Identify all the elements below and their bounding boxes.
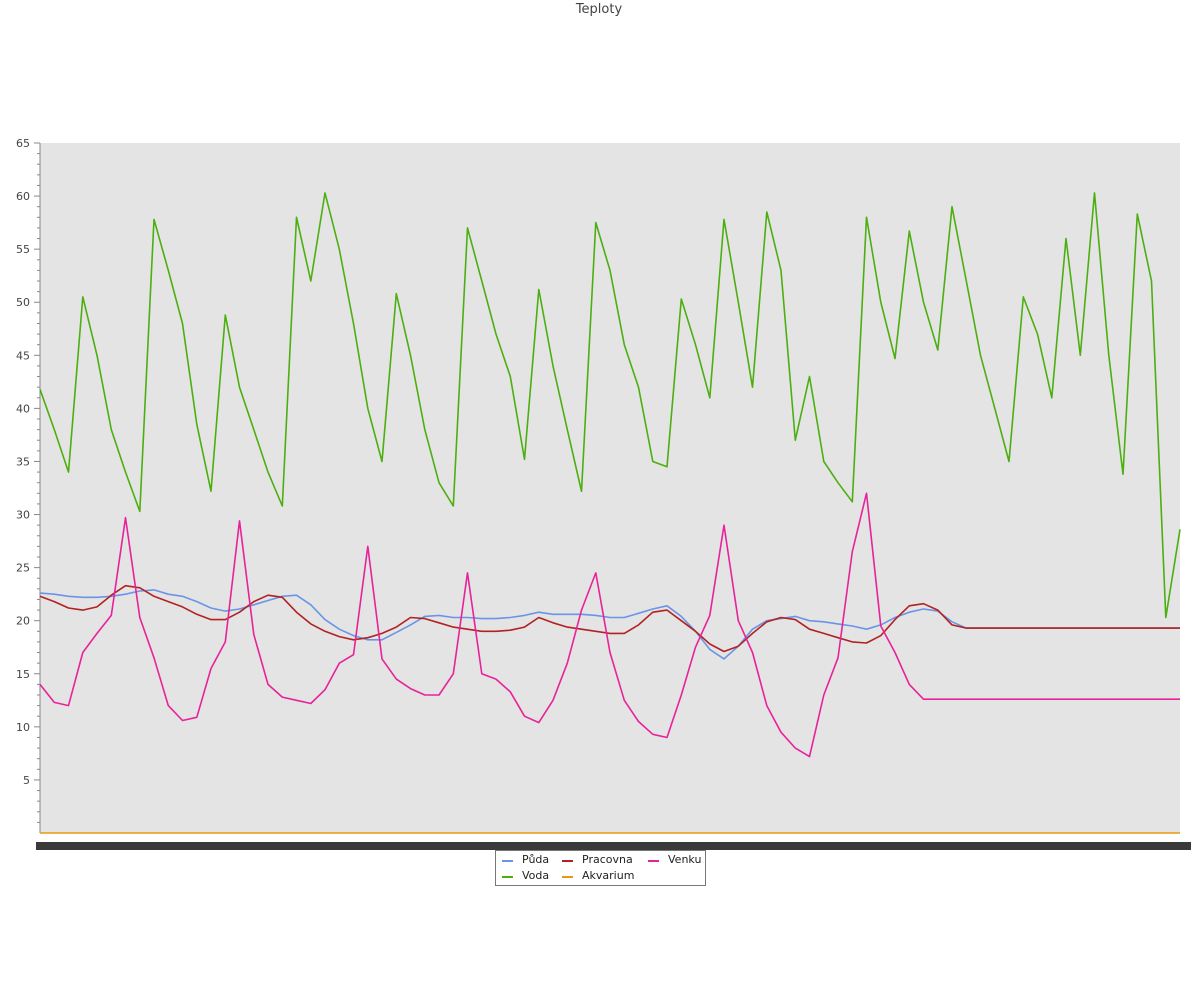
- y-tick-label: 10: [16, 721, 30, 734]
- chart-title: Teploty: [575, 2, 623, 17]
- y-tick-label: 25: [16, 562, 30, 575]
- series-layer: [39, 192, 1181, 834]
- legend-label-venku: Venku: [668, 853, 702, 866]
- legend-swatch-venku: [648, 860, 659, 862]
- y-tick-label: 30: [16, 509, 30, 522]
- x-axis-tick-band: [36, 842, 1191, 850]
- y-tick-label: 15: [16, 668, 30, 681]
- plot-area: [40, 143, 1180, 833]
- legend-label-akvarium: Akvarium: [582, 869, 635, 882]
- series-line-venku: [39, 492, 1180, 758]
- legend-label-puda: Půda: [522, 853, 550, 866]
- legend-label-voda: Voda: [522, 869, 550, 882]
- y-tick-label: 65: [16, 137, 30, 150]
- y-tick-label: 55: [16, 243, 30, 256]
- legend-swatch-pracovna: [562, 860, 573, 862]
- y-tick-label: 60: [16, 190, 30, 203]
- y-axis: 5 10 15 20 25 30 35 40 45 50 55 60 65: [16, 137, 41, 833]
- y-tick-label: 35: [16, 455, 30, 468]
- legend-swatch-voda: [502, 876, 513, 878]
- series-line-pracovna: [39, 584, 1180, 653]
- series-line-voda: [39, 192, 1181, 619]
- y-tick-label: 20: [16, 615, 30, 628]
- legend-swatch-puda: [502, 860, 513, 862]
- y-tick-label: 5: [23, 774, 30, 787]
- legend: Půda Pracovna Venku Voda Akvarium: [495, 850, 706, 886]
- legend-swatch-akvarium: [562, 876, 573, 878]
- y-tick-label: 40: [16, 402, 30, 415]
- y-tick-label: 50: [16, 296, 30, 309]
- y-tick-label: 45: [16, 349, 30, 362]
- legend-label-pracovna: Pracovna: [582, 853, 633, 866]
